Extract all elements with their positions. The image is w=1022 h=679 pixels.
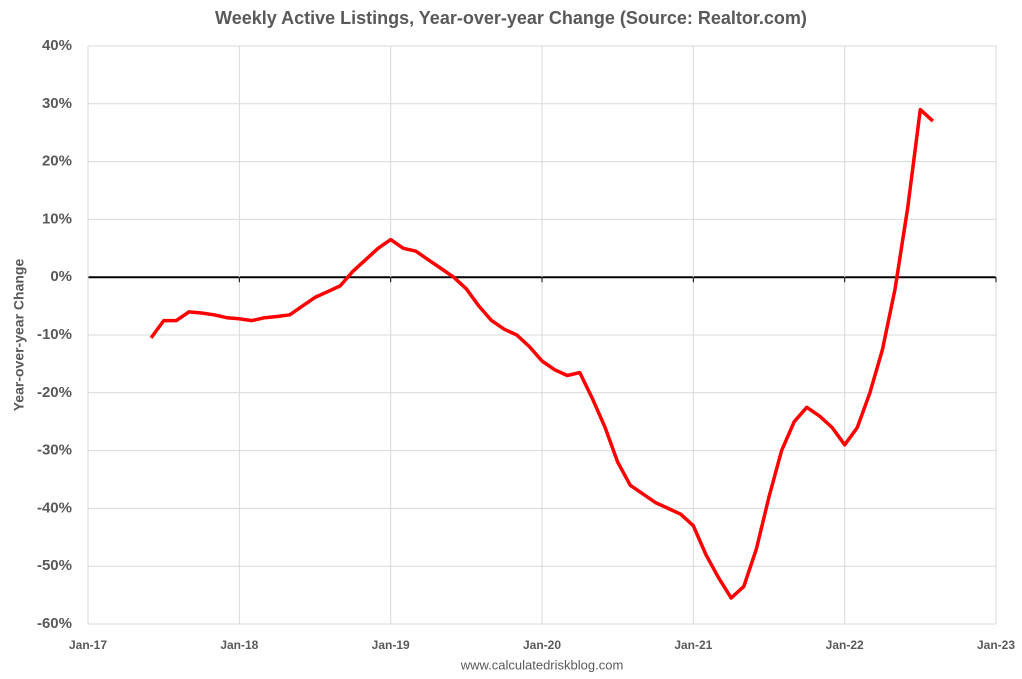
y-tick-label: -10% <box>37 326 72 343</box>
source: www.calculatedriskblog.com <box>460 657 624 672</box>
y-tick-label: -50% <box>37 557 72 574</box>
y-tick-label: -30% <box>37 442 72 459</box>
y-tick-label: -20% <box>37 384 72 401</box>
y-tick-label: 40% <box>42 37 72 54</box>
y-tick-label: 10% <box>42 210 72 227</box>
y-tick-label: 0% <box>50 268 72 285</box>
y-tick-label: -60% <box>37 615 72 632</box>
x-tick-label: Jan-21 <box>674 638 712 652</box>
chart-title: Weekly Active Listings, Year-over-year C… <box>215 8 807 28</box>
y-tick-label: 30% <box>42 95 72 112</box>
x-tick-label: Jan-17 <box>69 638 107 652</box>
x-tick-label: Jan-23 <box>977 638 1015 652</box>
x-tick-label: Jan-19 <box>372 638 410 652</box>
y-tick-label: 20% <box>42 153 72 170</box>
data-line <box>149 107 935 600</box>
x-tick-label: Jan-22 <box>826 638 864 652</box>
y-axis-label: Year-over-year Change <box>11 259 27 412</box>
y-tick-label: -40% <box>37 499 72 516</box>
x-tick-label: Jan-18 <box>220 638 258 652</box>
x-tick-label: Jan-20 <box>523 638 561 652</box>
